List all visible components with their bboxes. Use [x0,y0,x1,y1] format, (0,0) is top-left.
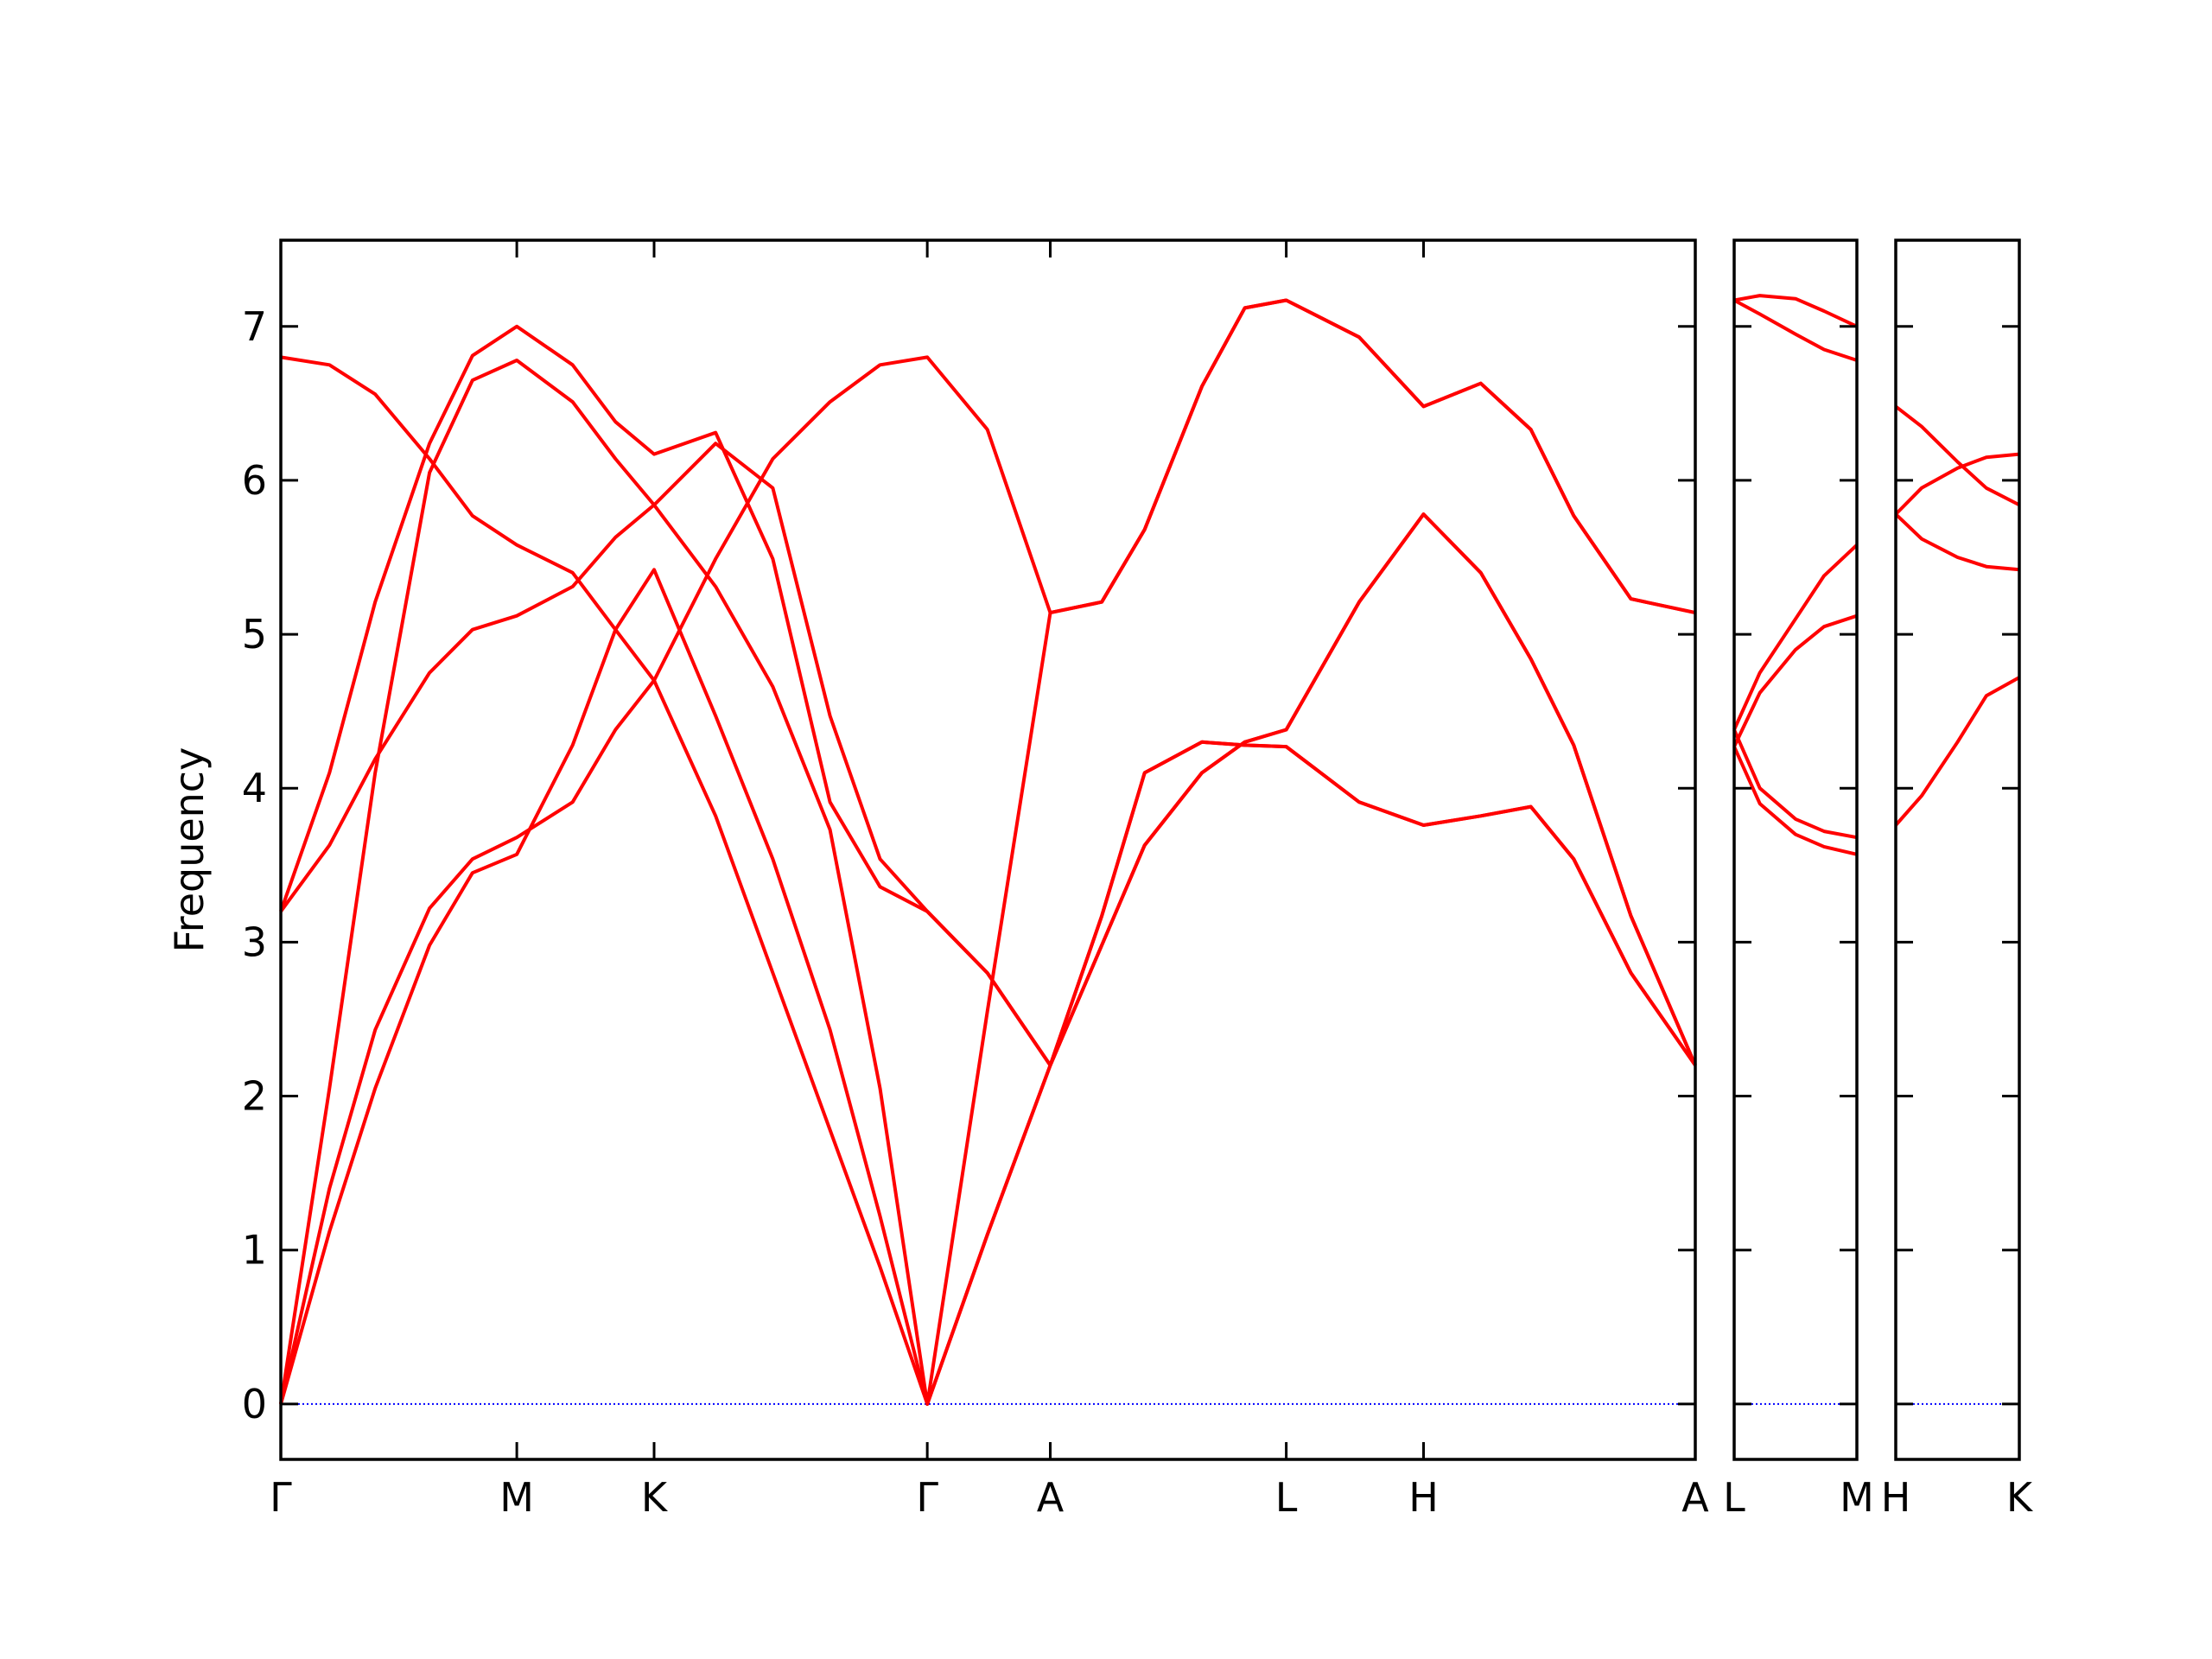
band-line [279,442,1697,1067]
band-line [279,324,1697,1067]
band-line [279,568,1697,1406]
band-line [280,355,1697,1406]
x-tick-label: Γ [270,1474,292,1521]
band-line [1894,512,2020,572]
x-tick-label: A [1037,1474,1065,1521]
x-tick-label: K [2006,1474,2034,1521]
y-tick-label: 0 [242,1381,267,1427]
x-tick-label: M [1840,1474,1874,1521]
x-tick-label: M [499,1474,534,1521]
x-tick-label: K [641,1474,669,1521]
x-tick-label: L [1723,1474,1745,1521]
y-tick-label: 4 [242,765,267,811]
y-axis-label: Frequency [166,747,213,953]
band-line [1732,543,1859,731]
panel-frame [1894,238,2021,1461]
band-line [1894,676,2020,827]
band-line [1894,452,2020,516]
band-line [1894,404,2020,507]
y-tick-label: 7 [242,303,267,350]
y-tick-label: 6 [242,457,267,504]
x-tick-label: A [1681,1474,1709,1521]
x-tick-label: L [1275,1474,1298,1521]
panel-frame [279,238,1697,1461]
band-line [1733,298,1858,362]
band-line [1732,613,1858,747]
y-tick-label: 1 [242,1227,267,1274]
y-tick-label: 3 [242,918,267,965]
y-tick-label: 2 [242,1073,267,1120]
x-tick-label: Γ [916,1474,938,1521]
band-line [279,298,1696,1405]
x-tick-label: H [1881,1474,1911,1521]
band-line [1733,294,1858,328]
x-tick-label: H [1408,1474,1439,1521]
panel-frame [1732,238,1859,1461]
y-tick-label: 5 [242,611,267,658]
band-line [279,298,1696,1406]
band-line [1732,728,1858,840]
band-line [1732,746,1858,856]
